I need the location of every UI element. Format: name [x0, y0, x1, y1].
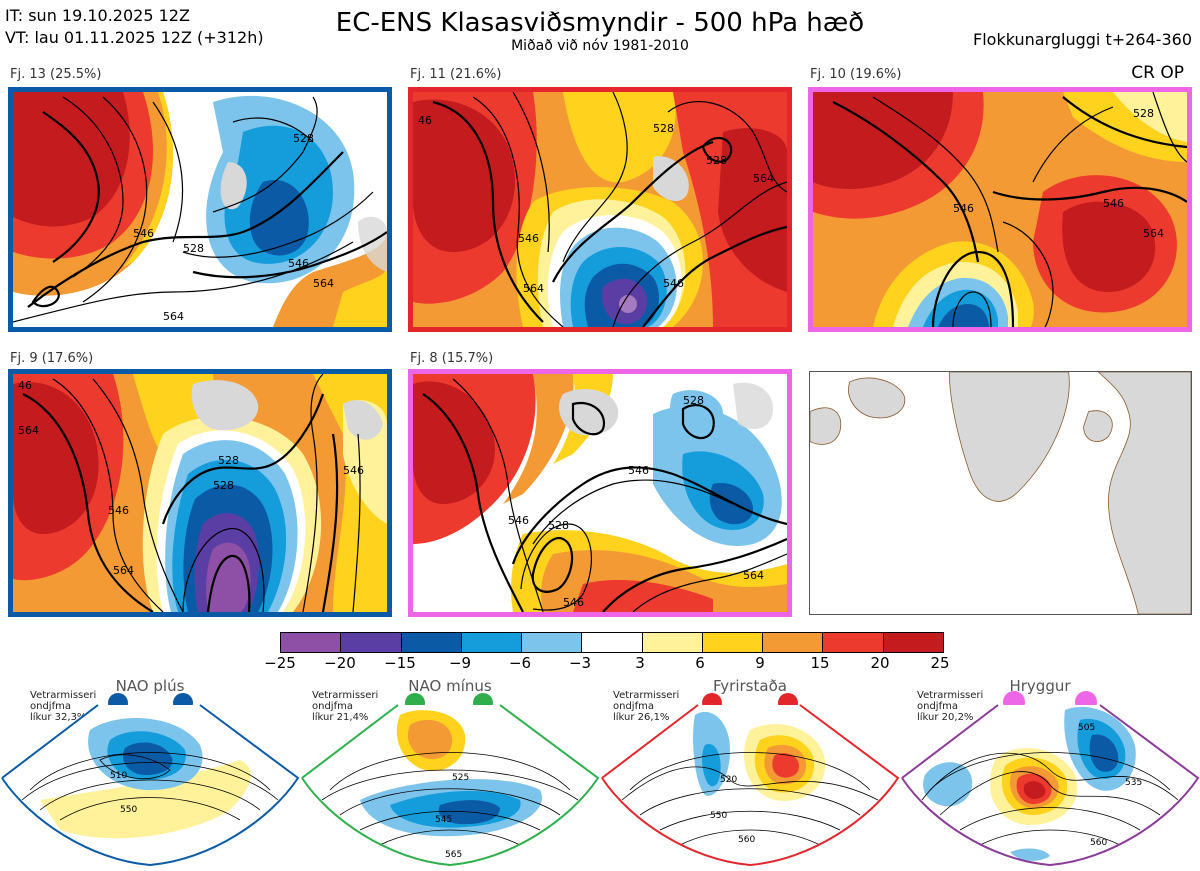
init-time: IT: sun 19.10.2025 12Z [5, 6, 190, 25]
cluster-map-1: 546 528 546 564 564 528 [8, 87, 392, 332]
regime-contour-label: 520 [720, 775, 737, 785]
regime-note-nao-minus: Vetrarmisseri ondjfma líkur 21,4% [312, 690, 379, 723]
contour-label: 546 [133, 227, 154, 240]
regime-note-blocking: Vetrarmisseri ondjfma líkur 26,1% [613, 690, 680, 723]
colorbar-tick: 25 [930, 654, 950, 672]
contour-label: 546 [108, 504, 129, 517]
cluster-map-5: 528 546 546 528 564 546 [408, 369, 792, 617]
panel-label-5: Fj. 8 (15.7%) [410, 351, 494, 366]
contour-label: 528 [1133, 107, 1154, 120]
colorbar-swatch [522, 633, 583, 652]
contour-label: 46 [18, 379, 32, 392]
contour-label: 564 [18, 424, 39, 437]
colorbar-tick: −15 [384, 654, 416, 672]
contour-label: 528 [683, 394, 704, 407]
colorbar-swatch [702, 633, 764, 652]
panel-label-1: Fj. 13 (25.5%) [10, 67, 102, 82]
contour-label: 546 [628, 464, 649, 477]
colorbar-tick: −3 [568, 654, 592, 672]
colorbar-tick: −9 [448, 654, 472, 672]
colorbar-swatch [642, 633, 703, 652]
cr-op-label: CR OP [1131, 63, 1184, 83]
regime-title-nao-plus: NAO plús [115, 677, 185, 695]
colorbar-swatch [883, 633, 943, 652]
colorbar-tick: 9 [755, 654, 765, 672]
contour-label: 564 [753, 172, 774, 185]
cluster-map-4: 46 528 564 546 564 528 546 [8, 369, 392, 617]
regime-contour-label: 560 [1090, 838, 1107, 848]
colorbar-swatch [763, 633, 824, 652]
colorbar-tick: −25 [264, 654, 296, 672]
regime-title-ridge: Hryggur [1009, 677, 1071, 695]
colorbar-tick: 3 [635, 654, 645, 672]
contour-label: 528 [218, 454, 239, 467]
colorbar-swatch [341, 633, 402, 652]
contour-label: 564 [1143, 227, 1164, 240]
contour-label: 546 [1103, 197, 1124, 210]
contour-label: 528 [706, 154, 727, 167]
contour-label: 564 [743, 569, 764, 582]
contour-label: 564 [113, 564, 134, 577]
colorbar [280, 632, 944, 653]
regime-contour-label: 545 [435, 815, 452, 825]
colorbar-tick: −20 [324, 654, 356, 672]
contour-label: 546 [663, 277, 684, 290]
contour-label: 546 [343, 464, 364, 477]
colorbar-swatch [281, 633, 342, 652]
panel-label-4: Fj. 9 (17.6%) [10, 351, 94, 366]
regime-map-nao-plus: 510 550 [1, 704, 300, 867]
regime-contour-label: 565 [445, 850, 462, 860]
contour-label: 528 [213, 479, 234, 492]
contour-label: 528 [548, 519, 569, 532]
regime-note-ridge: Vetrarmisseri ondjfma líkur 20,2% [917, 690, 984, 723]
contour-label: 528 [653, 122, 674, 135]
contour-label: 546 [563, 596, 584, 609]
cluster-map-2: 46 528 546 528 564 546 564 [408, 87, 792, 332]
contour-label: 46 [418, 114, 432, 127]
regime-contour-label: 550 [120, 805, 137, 815]
colorbar-tick: 15 [810, 654, 830, 672]
contour-label: 564 [523, 282, 544, 295]
colorbar-tick: 20 [870, 654, 890, 672]
regime-map-blocking: 520 550 560 [601, 704, 900, 867]
regime-title-blocking: Fyrirstaða [713, 677, 787, 695]
contour-label: 564 [163, 310, 184, 323]
classification-window: Flokkunargluggi t+264-360 [973, 30, 1192, 49]
contour-label: 528 [293, 132, 314, 145]
regime-contour-label: 560 [738, 835, 755, 845]
contour-label: 546 [288, 257, 309, 270]
colorbar-swatch [461, 633, 523, 652]
panel-label-3: Fj. 10 (19.6%) [810, 67, 902, 82]
empty-map-panel [809, 371, 1192, 615]
colorbar-tick: 6 [695, 654, 705, 672]
contour-label: 528 [183, 242, 204, 255]
contour-label: 546 [508, 514, 529, 527]
regime-contour-label: 510 [110, 771, 127, 781]
contour-label: 564 [313, 277, 334, 290]
contour-label: 546 [518, 232, 539, 245]
chart-subtitle: Miðað við nóv 1981-2010 [511, 38, 689, 54]
regime-contour-label: 505 [1078, 723, 1095, 733]
regime-title-nao-minus: NAO mínus [408, 677, 492, 695]
contour-label: 546 [953, 202, 974, 215]
regime-contour-label: 535 [1125, 778, 1142, 788]
chart-title: EC-ENS Klasasviðsmyndir - 500 hPa hæð [335, 8, 865, 38]
colorbar-swatch [401, 633, 462, 652]
regime-note-nao-plus: Vetrarmisseri ondjfma líkur 32,3% [30, 690, 97, 723]
regime-map-ridge: 505 535 560 [901, 704, 1200, 867]
colorbar-swatch [823, 633, 884, 652]
panel-label-2: Fj. 11 (21.6%) [410, 67, 502, 82]
regime-contour-label: 525 [452, 773, 469, 783]
colorbar-tick: −6 [508, 654, 532, 672]
colorbar-swatch [582, 633, 643, 652]
regime-map-nao-minus: 525 545 565 [301, 704, 600, 867]
regime-contour-label: 550 [710, 811, 727, 821]
cluster-map-3: 546 528 564 546 [808, 87, 1192, 332]
valid-time: VT: lau 01.11.2025 12Z (+312h) [5, 28, 264, 47]
